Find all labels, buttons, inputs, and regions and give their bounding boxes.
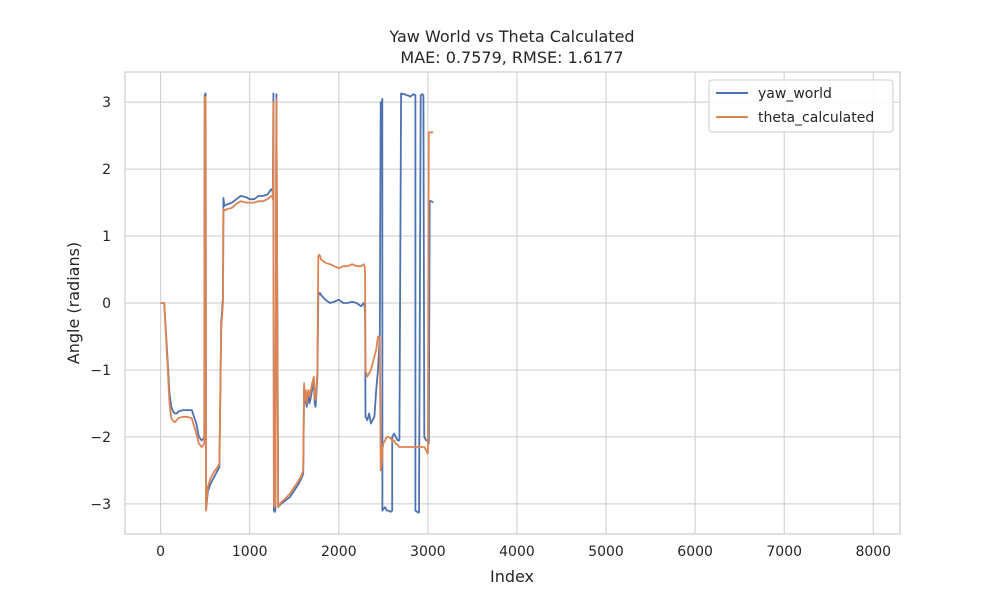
y-tick-label: −1 xyxy=(90,363,111,379)
x-tick-label: 7000 xyxy=(766,544,802,560)
x-axis-label: Index xyxy=(490,567,534,586)
y-tick-label: 0 xyxy=(102,296,111,312)
x-tick-label: 5000 xyxy=(588,544,624,560)
x-tick-label: 2000 xyxy=(321,544,357,560)
y-tick-label: −3 xyxy=(90,497,111,513)
legend-label-theta-calculated: theta_calculated xyxy=(758,110,874,126)
y-tick-label: 2 xyxy=(102,162,111,178)
chart-subtitle: MAE: 0.7579, RMSE: 1.6177 xyxy=(400,48,623,67)
y-axis-label: Angle (radians) xyxy=(64,242,83,364)
y-tick-label: 3 xyxy=(102,95,111,111)
legend-label-yaw-world: yaw_world xyxy=(758,86,832,102)
x-tick-label: 3000 xyxy=(410,544,446,560)
x-tick-label: 0 xyxy=(156,544,165,560)
x-tick-label: 1000 xyxy=(232,544,268,560)
legend: yaw_world theta_calculated xyxy=(709,80,893,132)
x-tick-label: 8000 xyxy=(855,544,891,560)
y-tick-label: −2 xyxy=(90,430,111,446)
chart-title: Yaw World vs Theta Calculated xyxy=(388,27,634,46)
x-tick-label: 4000 xyxy=(499,544,535,560)
x-tick-label: 6000 xyxy=(677,544,713,560)
y-tick-label: 1 xyxy=(102,229,111,245)
